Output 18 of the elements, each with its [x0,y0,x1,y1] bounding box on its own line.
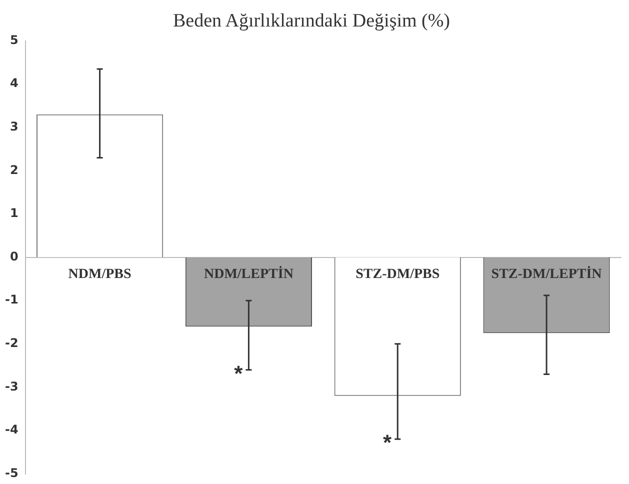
y-tick-label: 5 [10,32,18,47]
y-tick-label: -1 [4,292,18,307]
y-tick-label: 4 [10,76,18,90]
y-tick-label: 3 [10,120,18,134]
y-tick-label: -4 [4,422,18,437]
y-tick-label: -2 [4,336,18,350]
chart-title: Beden Ağırlıklarındaki Değişim (%) [172,10,450,32]
annotation: * [383,430,392,456]
x-tick-label: STZ-DM/LEPTİN [491,266,602,282]
y-tick-label: -5 [4,466,18,480]
y-tick-label: 1 [10,206,18,220]
annotation: * [234,360,244,386]
x-tick-label: STZ-DM/PBS [356,266,440,282]
x-tick-label: NDM/PBS [68,266,132,282]
x-tick-label: NDM/LEPTİN [204,266,294,282]
y-tick-label: 2 [10,162,18,177]
y-tick-label: -3 [4,379,18,394]
y-tick-label: 0 [10,249,18,264]
